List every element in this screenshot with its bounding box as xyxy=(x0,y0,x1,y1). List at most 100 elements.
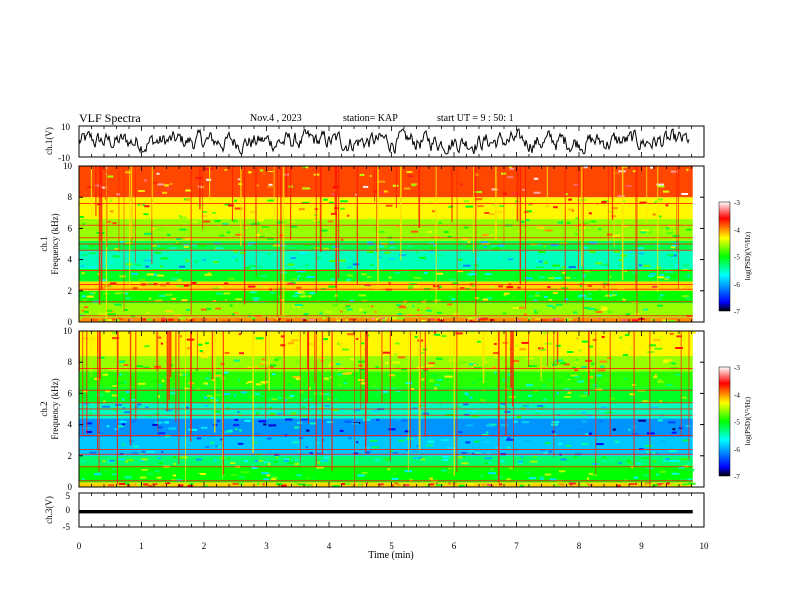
spectrogram-cell xyxy=(340,207,345,210)
spectrogram-cell xyxy=(102,373,108,376)
spectrogram-cell xyxy=(357,474,365,477)
spectrogram-cell xyxy=(257,219,264,222)
spectrogram-cell xyxy=(667,254,674,257)
station-label: station= KAP xyxy=(343,113,398,124)
spectrogram-cell xyxy=(368,397,375,400)
spectrogram-cell xyxy=(640,231,647,234)
spectrogram-cell xyxy=(365,451,370,454)
spectrogram-cell xyxy=(238,333,241,336)
spectrogram-cell xyxy=(388,428,396,431)
spectrogram-cell xyxy=(388,282,391,285)
spectrogram-cell xyxy=(401,368,407,371)
spectrogram-cell xyxy=(444,375,453,378)
spectrogram-cell xyxy=(587,285,592,287)
spectrogram-cell xyxy=(166,282,170,285)
spectrogram-cell xyxy=(83,306,89,309)
spectrogram-cell xyxy=(110,198,113,201)
spectrogram-cell xyxy=(287,461,295,464)
spectrogram-cell xyxy=(397,356,406,359)
spectrogram-cell xyxy=(583,270,591,273)
spectrogram-cell xyxy=(682,264,690,267)
spectrogram-cell xyxy=(207,272,211,275)
spectrogram-cell xyxy=(312,484,318,487)
xtick-label: 5 xyxy=(389,541,394,551)
spectrogram-cell xyxy=(436,254,445,257)
spectrogram-cell xyxy=(339,259,346,262)
ch1-ytick-top: 10 xyxy=(61,122,71,132)
spectrogram-cell xyxy=(438,403,443,406)
spectrogram-cell xyxy=(473,364,477,366)
spectrogram-cell xyxy=(572,366,576,369)
spectrogram-cell xyxy=(466,424,473,427)
spectrogram-cell xyxy=(606,241,612,244)
spectrogram-cell xyxy=(304,264,309,267)
spectrogram-cell xyxy=(478,415,486,418)
spectrogram-cell xyxy=(611,291,617,294)
spectrogram-cell xyxy=(523,313,528,316)
spectrogram-cell xyxy=(179,317,186,320)
spectrogram-cell xyxy=(525,384,533,387)
spectrogram-cell xyxy=(519,348,526,351)
spectrogram-cell xyxy=(607,311,613,314)
spectrogram-cell xyxy=(588,376,594,379)
spectrogram-cell xyxy=(581,340,590,343)
spectrogram-cell xyxy=(223,371,229,374)
spectrogram-cell xyxy=(183,284,192,287)
spectrogram-cell xyxy=(429,246,437,249)
spectrogram-cell xyxy=(581,366,587,368)
spectrogram-cell xyxy=(123,411,132,414)
spectrogram-cell xyxy=(515,361,518,364)
spectrogram-cell xyxy=(161,450,164,453)
spectrogram-cell xyxy=(659,470,666,473)
spectrogram-cell xyxy=(506,286,514,289)
spectrogram-cell xyxy=(503,388,510,391)
spectrogram-cell xyxy=(552,365,559,368)
spectrogram-cell xyxy=(669,319,676,322)
spectrogram-cell xyxy=(400,305,405,307)
spectrogram-cell xyxy=(687,482,696,485)
spectrogram-cell xyxy=(89,451,97,454)
spectrogram-cell xyxy=(434,387,437,390)
spectrogram-cell xyxy=(340,200,348,203)
spectrogram-cell xyxy=(260,230,263,233)
spectrogram-cell xyxy=(468,317,475,320)
spectrogram-cell xyxy=(80,265,85,267)
spectrogram-cell xyxy=(103,318,107,321)
spectrogram-cell xyxy=(548,277,555,280)
spectrogram-cell xyxy=(179,215,182,217)
spectrogram-band xyxy=(79,303,693,318)
spectrogram-cell xyxy=(541,319,549,322)
spectrogram-cell xyxy=(294,458,303,461)
spectrogram-cell xyxy=(109,282,117,285)
spectrogram-cell xyxy=(120,427,125,430)
spectrogram-cell xyxy=(214,374,222,377)
spectrogram-cell xyxy=(311,477,315,480)
spectrogram-cell xyxy=(128,318,133,321)
spectrogram-cell xyxy=(338,342,344,345)
spectrogram-cell xyxy=(83,403,89,405)
ch3-waveform-panel: 5 0 -5 ch.3(V) xyxy=(44,491,705,532)
xtick-label: 7 xyxy=(514,541,519,551)
ytick-label: 4 xyxy=(68,420,73,430)
spectrogram-cell xyxy=(113,382,116,385)
spectrogram-cell xyxy=(517,286,521,289)
spectrogram-cell xyxy=(345,305,351,308)
x-axis-ticks: 0 1 2 3 4 5 6 7 8 9 10 xyxy=(77,126,709,551)
spectrogram-cell xyxy=(225,424,230,427)
spectrogram-cell xyxy=(259,275,268,278)
spectrogram-cell xyxy=(289,220,296,223)
spectrogram-cell xyxy=(245,266,250,269)
spectrogram-cell xyxy=(426,309,432,312)
spectrogram-cell xyxy=(557,380,562,383)
spectrogram-cell xyxy=(493,343,497,345)
spectrogram-cell xyxy=(412,452,421,455)
spectrogram-cell xyxy=(125,390,130,393)
spectrogram-cell xyxy=(317,461,320,464)
ch2-spec-ylabel-ch: ch.2 xyxy=(39,401,49,416)
spectrogram-cell xyxy=(526,210,532,213)
ch1-colorbar-ticks: -3-4-5-6-7 xyxy=(734,199,740,316)
spectrogram-cell xyxy=(222,319,229,322)
spectrogram-cell xyxy=(465,393,469,396)
spectrogram-cell xyxy=(372,317,375,320)
spectrogram-cell xyxy=(528,295,533,298)
